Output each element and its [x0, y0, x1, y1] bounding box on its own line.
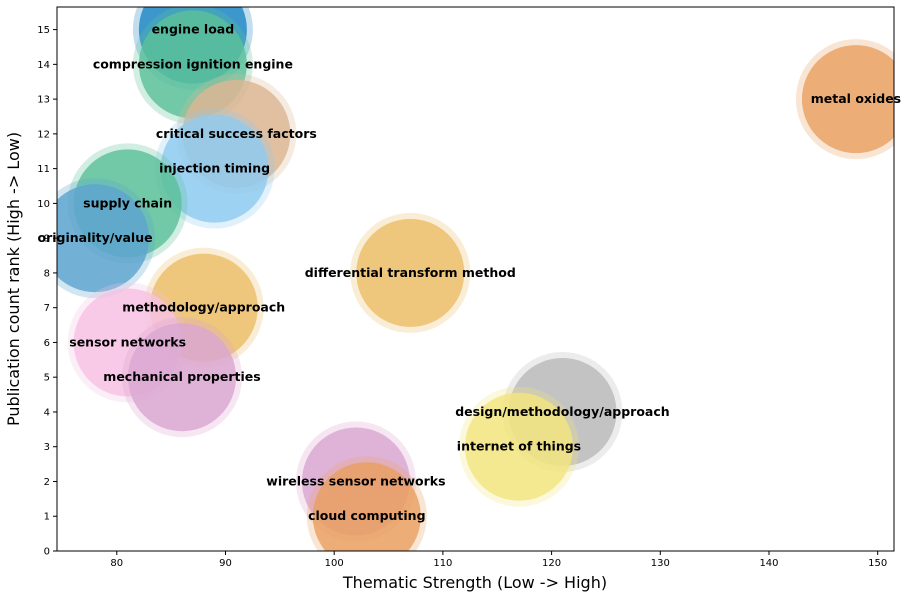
bubble	[57, 178, 156, 299]
bubble-point	[801, 45, 894, 154]
bubble	[306, 456, 427, 551]
y-tick-label: 0	[44, 547, 50, 558]
y-tick-label: 5	[44, 373, 50, 384]
y-tick-label: 2	[44, 477, 50, 488]
y-tick-label: 11	[37, 164, 50, 175]
y-tick-label: 14	[37, 60, 50, 71]
bubble-point	[356, 218, 465, 327]
y-tick-label: 8	[44, 268, 50, 279]
bubble-point	[312, 462, 421, 551]
y-tick-label: 7	[44, 303, 50, 314]
y-tick-label: 6	[44, 338, 50, 349]
bubble-label: engine load	[152, 22, 235, 37]
x-tick-label: 80	[110, 558, 123, 569]
bubble-point	[128, 323, 237, 432]
bubble-label: wireless sensor networks	[266, 473, 445, 488]
y-axis-label: Publication count rank (High -> Low)	[4, 132, 23, 426]
bubble-label: mechanical properties	[103, 369, 260, 384]
y-tick-label: 10	[37, 199, 50, 210]
bubble-layer	[57, 7, 894, 551]
bubble-label: differential transform method	[305, 265, 516, 280]
bubble-point	[160, 114, 269, 223]
bubble-label: metal oxides	[811, 91, 901, 106]
y-tick-label: 12	[37, 129, 50, 140]
x-tick-label: 120	[542, 558, 561, 569]
bubble-label: methodology/approach	[122, 300, 285, 315]
bubble-label: supply chain	[83, 195, 172, 210]
bubble-label: cloud computing	[308, 508, 425, 523]
y-tick-label: 9	[44, 234, 50, 245]
plot-frame	[56, 6, 895, 552]
y-tick-label: 1	[44, 512, 50, 523]
y-tick-label: 4	[44, 407, 50, 418]
x-tick-label: 90	[219, 558, 232, 569]
bubble-point	[57, 184, 150, 293]
label-layer: engine load compression ignition engine me…	[37, 22, 901, 524]
bubble-label: design/methodology/approach	[455, 404, 669, 419]
bubble	[122, 317, 243, 438]
bubble	[154, 108, 275, 229]
y-tick-label: 15	[37, 25, 50, 36]
bubble-label: injection timing	[159, 161, 270, 176]
bubble	[350, 212, 471, 333]
x-tick-label: 110	[433, 558, 452, 569]
x-tick-label: 130	[651, 558, 670, 569]
bubble-label: critical success factors	[156, 126, 317, 141]
bubble-label: internet of things	[457, 439, 581, 454]
y-tick-label: 13	[37, 95, 50, 106]
bubble	[795, 39, 894, 160]
bubble-label: originality/value	[37, 230, 152, 245]
bubble-point	[464, 392, 573, 501]
x-axis-ticks: 80 90 100 110 120 130 140 150	[110, 551, 887, 569]
x-tick-label: 140	[759, 558, 778, 569]
bubble-label: sensor networks	[69, 334, 186, 349]
x-tick-label: 100	[325, 558, 344, 569]
x-axis-label: Thematic Strength (Low -> High)	[342, 573, 607, 592]
y-tick-label: 3	[44, 442, 50, 453]
bubble-label: compression ignition engine	[93, 56, 293, 71]
bubble	[458, 386, 579, 507]
x-tick-label: 150	[868, 558, 887, 569]
